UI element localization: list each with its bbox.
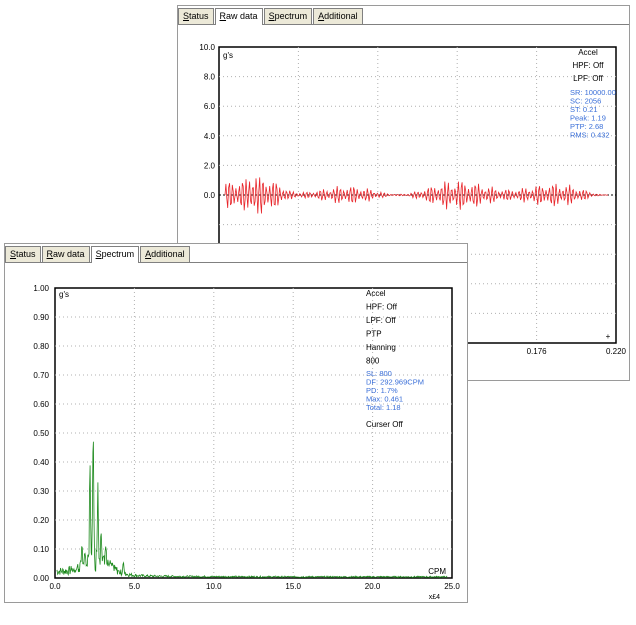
spectrum-stat-text: SL: 800 xyxy=(366,369,392,378)
raw-x-tick-label: 0.176 xyxy=(527,347,548,356)
tab-spectrum[interactable]: Spectrum xyxy=(263,8,313,24)
tab-additional[interactable]: Additional xyxy=(313,8,363,24)
spectrum-y-tick-label: 0.90 xyxy=(33,313,49,322)
cursor-status-text: Curser Off xyxy=(366,420,404,429)
spectrum-y-tick-label: 0.70 xyxy=(33,371,49,380)
raw-stat-text: RMS: 0.432 xyxy=(570,131,610,140)
raw-end-marker: + xyxy=(606,332,611,341)
spectrum-x-tick-label: 20.0 xyxy=(365,582,381,591)
spectrum-x-tick-label: 15.0 xyxy=(285,582,301,591)
spectrum-y-tick-label: 0.20 xyxy=(33,516,49,525)
spectrum-info-text: Hanning xyxy=(366,343,396,352)
spectrum-line xyxy=(56,441,448,579)
raw-stat-text: Peak: 1.19 xyxy=(570,114,606,123)
spectrum-x-tick-label: 0.0 xyxy=(49,582,61,591)
spectrum-stat-text: Max: 0.461 xyxy=(366,395,403,404)
spectrum-y-axis-label: g's xyxy=(59,290,69,299)
spectrum-x-tick-label: 5.0 xyxy=(129,582,141,591)
raw-y-tick-label: 10.0 xyxy=(199,43,215,52)
raw-y-axis-label: g's xyxy=(223,51,233,60)
spectrum-info-text: 800 xyxy=(366,357,380,366)
raw-waveform-chart[interactable]: 10.0 8.0 6.0 4.0 2.0 0.0 g's 0.176 0.220 + Accel HP… xyxy=(178,25,629,380)
tab-raw-data[interactable]: Raw data xyxy=(214,8,263,25)
raw-y-tick-label: 2.0 xyxy=(204,161,216,170)
spectrum-stat-text: DF: 292.969CPM xyxy=(366,378,424,387)
raw-info-text: Accel xyxy=(578,48,598,57)
spectrum-tab-bar: Status Raw data Spectrum Additional xyxy=(5,244,467,263)
tab-status[interactable]: Status xyxy=(178,8,214,24)
spectrum-y-tick-label: 0.40 xyxy=(33,458,49,467)
spectrum-info-text: Accel xyxy=(366,289,386,298)
spectrum-stat-text: Total: 1.18 xyxy=(366,403,401,412)
spectrum-panel: Status Raw data Spectrum Additional 1.00… xyxy=(4,243,468,603)
spectrum-y-tick-label: 0.80 xyxy=(33,342,49,351)
spectrum-x-tick-label: 25.0 xyxy=(444,582,460,591)
raw-x-tick-label: 0.220 xyxy=(606,347,627,356)
spectrum-y-tick-label: 0.60 xyxy=(33,400,49,409)
spectrum-y-tick-label: 1.00 xyxy=(33,284,49,293)
tab-additional[interactable]: Additional xyxy=(140,246,190,262)
raw-tab-bar: Status Raw data Spectrum Additional xyxy=(178,6,629,25)
spectrum-y-tick-label: 0.10 xyxy=(33,545,49,554)
spectrum-x-tick-label: 10.0 xyxy=(206,582,222,591)
raw-y-tick-label: 0.0 xyxy=(204,191,216,200)
spectrum-info-text: LPF: Off xyxy=(366,316,396,325)
raw-info-text: LPF: Off xyxy=(573,74,603,83)
raw-y-tick-label: 4.0 xyxy=(204,132,216,141)
raw-y-tick-label: 6.0 xyxy=(204,102,216,111)
tab-raw-data[interactable]: Raw data xyxy=(41,246,90,262)
raw-stat-text: SR: 10000.00 xyxy=(570,88,616,97)
spectrum-y-tick-label: 0.30 xyxy=(33,487,49,496)
spectrum-y-tick-label: 0.00 xyxy=(33,574,49,583)
spectrum-stat-text: PD: 1.7% xyxy=(366,386,398,395)
spectrum-chart[interactable]: 1.00 0.90 0.80 0.70 0.60 0.50 0.40 0.30 0.20 0.10… xyxy=(5,263,467,602)
tab-status[interactable]: Status xyxy=(5,246,41,262)
spectrum-info-text: HPF: Off xyxy=(366,303,398,312)
spectrum-y-tick-label: 0.50 xyxy=(33,429,49,438)
raw-stat-text: ST: 0.21 xyxy=(570,105,598,114)
raw-waveform-line xyxy=(224,177,609,214)
spectrum-x-axis-label: CPM xyxy=(428,567,446,576)
spectrum-plot-frame xyxy=(54,287,453,579)
tab-spectrum[interactable]: Spectrum xyxy=(90,246,140,263)
raw-stat-text: PTP: 2.68 xyxy=(570,122,603,131)
spectrum-info-text: PTP xyxy=(366,330,382,339)
raw-y-tick-label: 8.0 xyxy=(204,73,216,82)
raw-info-text: HPF: Off xyxy=(573,61,605,70)
raw-stat-text: SC: 2056 xyxy=(570,97,601,106)
spectrum-x-multiplier: x£4 xyxy=(429,594,440,601)
